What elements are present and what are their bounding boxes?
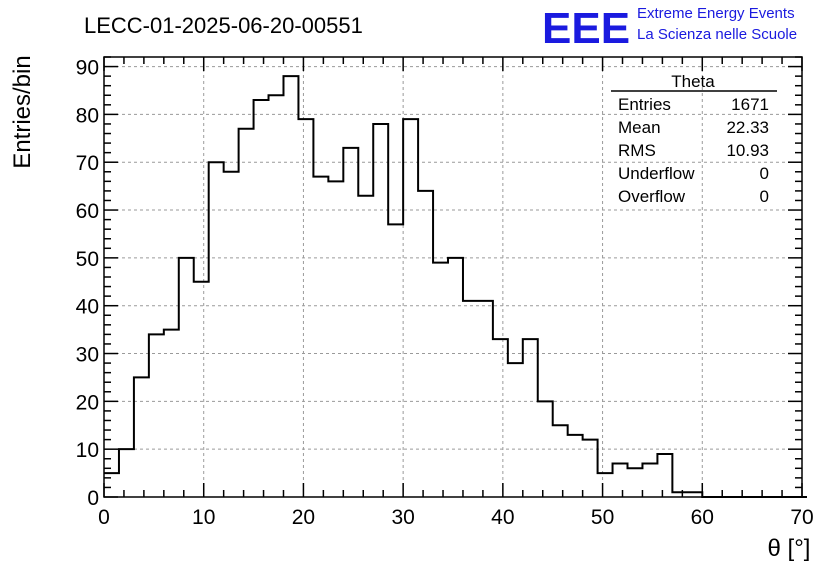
plot-title: LECC-01-2025-06-20-00551 — [84, 13, 363, 38]
y-tick-label: 40 — [76, 296, 99, 319]
stats-row-value: 0 — [760, 187, 769, 206]
y-tick-label: 80 — [76, 104, 99, 127]
x-tick-label: 20 — [292, 506, 315, 529]
x-tick-label: 70 — [790, 506, 813, 529]
axis-ticks — [103, 56, 803, 498]
stats-row-label: Mean — [618, 118, 661, 137]
x-tick-label: 60 — [691, 506, 714, 529]
stats-row-label: Overflow — [618, 187, 686, 206]
x-tick-label: 40 — [491, 506, 514, 529]
y-tick-label: 0 — [87, 487, 99, 510]
x-tick-label: 50 — [591, 506, 614, 529]
y-tick-label: 30 — [76, 344, 99, 367]
tick-labels: 0 10 20 30 40 50 60 70 0 10 20 30 40 50 60 70 80 90 — [76, 57, 814, 529]
stats-row-value: 0 — [760, 164, 769, 183]
y-axis-title: Entries/bin — [9, 55, 36, 168]
histogram-outline — [104, 75, 807, 498]
logo-mark: EEE — [542, 4, 630, 53]
stats-row-label: Entries — [618, 95, 671, 114]
logo-line-1: Extreme Energy Events — [637, 5, 795, 22]
logo-line-2: La Scienza nelle Scuole — [637, 26, 797, 43]
x-tick-label: 10 — [192, 506, 215, 529]
y-tick-label: 20 — [76, 391, 99, 414]
x-tick-label: 30 — [391, 506, 414, 529]
stats-row-value: 10.93 — [726, 141, 769, 160]
stats-box: Theta Entries 1671 Mean 22.33 RMS 10.93 Underf… — [611, 72, 777, 206]
y-tick-label: 10 — [76, 439, 99, 462]
y-tick-label: 90 — [76, 57, 99, 80]
stats-row-value: 1671 — [731, 95, 769, 114]
stats-row-label: RMS — [618, 141, 656, 160]
x-axis-title: θ [°] — [768, 535, 811, 562]
y-tick-label: 50 — [76, 248, 99, 271]
stats-box-title: Theta — [671, 72, 715, 91]
eee-logo: EEE Extreme Energy Events La Scienza nel… — [542, 4, 797, 53]
y-tick-label: 70 — [76, 152, 99, 175]
stats-row-label: Underflow — [618, 164, 695, 183]
x-tick-label: 0 — [98, 506, 110, 529]
y-tick-label: 60 — [76, 200, 99, 223]
stats-row-value: 22.33 — [726, 118, 769, 137]
